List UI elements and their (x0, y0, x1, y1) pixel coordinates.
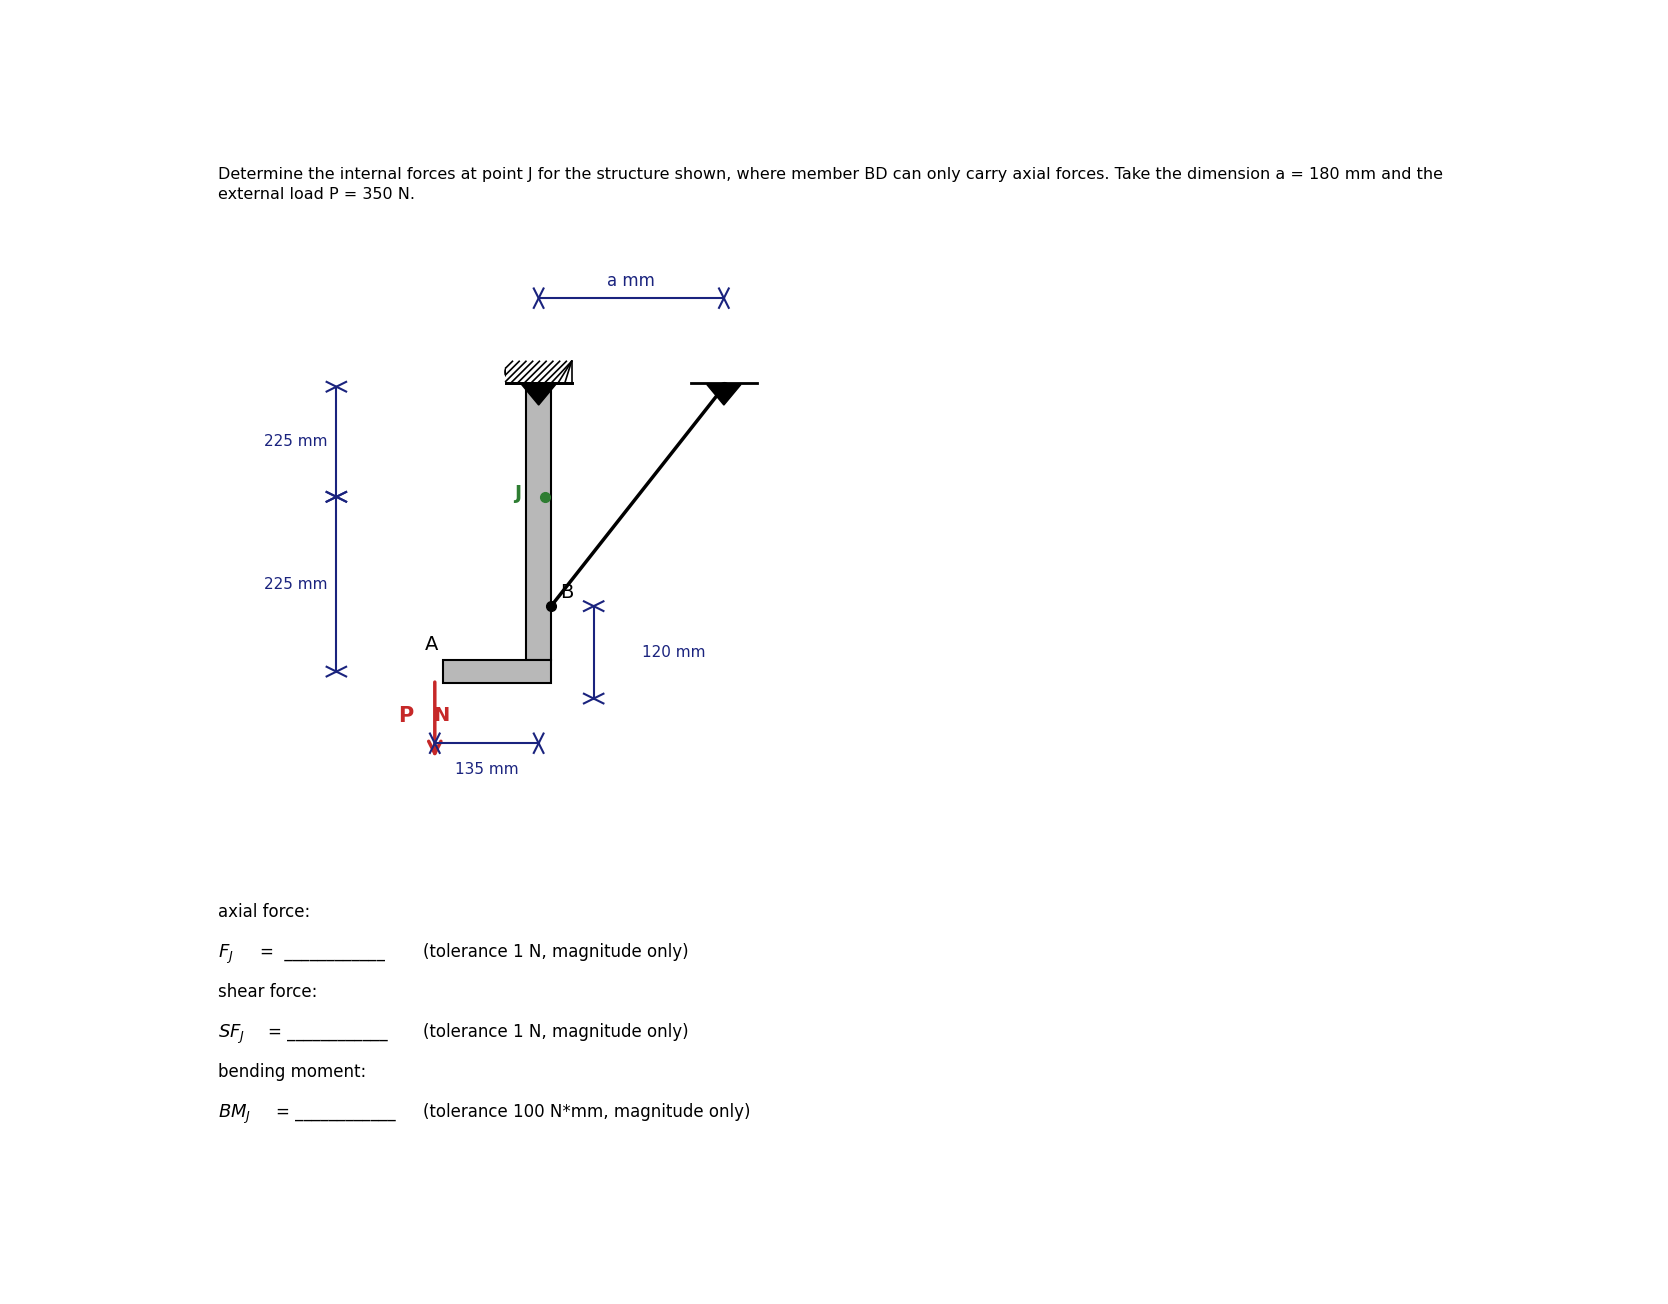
Text: = ____________: = ____________ (269, 1022, 387, 1041)
Polygon shape (522, 385, 555, 406)
Text: B: B (560, 583, 574, 602)
Text: (tolerance 1 N, magnitude only): (tolerance 1 N, magnitude only) (424, 943, 689, 961)
Bar (442, 660, 550, 683)
Bar (505, 361, 572, 383)
Text: a mm: a mm (607, 273, 656, 291)
Text: P: P (399, 705, 414, 726)
Text: shear force:: shear force: (219, 983, 317, 1000)
Text: 120 mm: 120 mm (642, 645, 706, 660)
Text: $BM_J$: $BM_J$ (219, 1103, 252, 1127)
Text: external load P = 350 N.: external load P = 350 N. (219, 186, 415, 202)
Text: 225 mm: 225 mm (264, 576, 327, 592)
Text: 135 mm: 135 mm (455, 763, 519, 777)
Text: =  ____________: = ____________ (260, 943, 385, 961)
Text: (tolerance 1 N, magnitude only): (tolerance 1 N, magnitude only) (424, 1022, 689, 1041)
Text: Determine the internal forces at point J for the structure shown, where member B: Determine the internal forces at point J… (219, 167, 1443, 183)
Text: $SF_J$: $SF_J$ (219, 1022, 245, 1046)
Bar (505, 361, 572, 383)
Text: $F_J$: $F_J$ (219, 943, 234, 966)
Text: (tolerance 100 N*mm, magnitude only): (tolerance 100 N*mm, magnitude only) (424, 1103, 751, 1121)
Bar (525, 387, 550, 660)
Bar (691, 361, 757, 383)
Text: 225 mm: 225 mm (264, 434, 327, 450)
Text: A: A (425, 635, 439, 653)
Text: axial force:: axial force: (219, 902, 310, 921)
Text: D: D (692, 364, 707, 383)
Text: N: N (434, 707, 449, 725)
Polygon shape (707, 385, 741, 406)
Text: = ____________: = ____________ (275, 1103, 395, 1121)
Text: bending moment:: bending moment: (219, 1063, 365, 1081)
Text: J: J (514, 484, 520, 503)
Text: C: C (504, 364, 517, 383)
